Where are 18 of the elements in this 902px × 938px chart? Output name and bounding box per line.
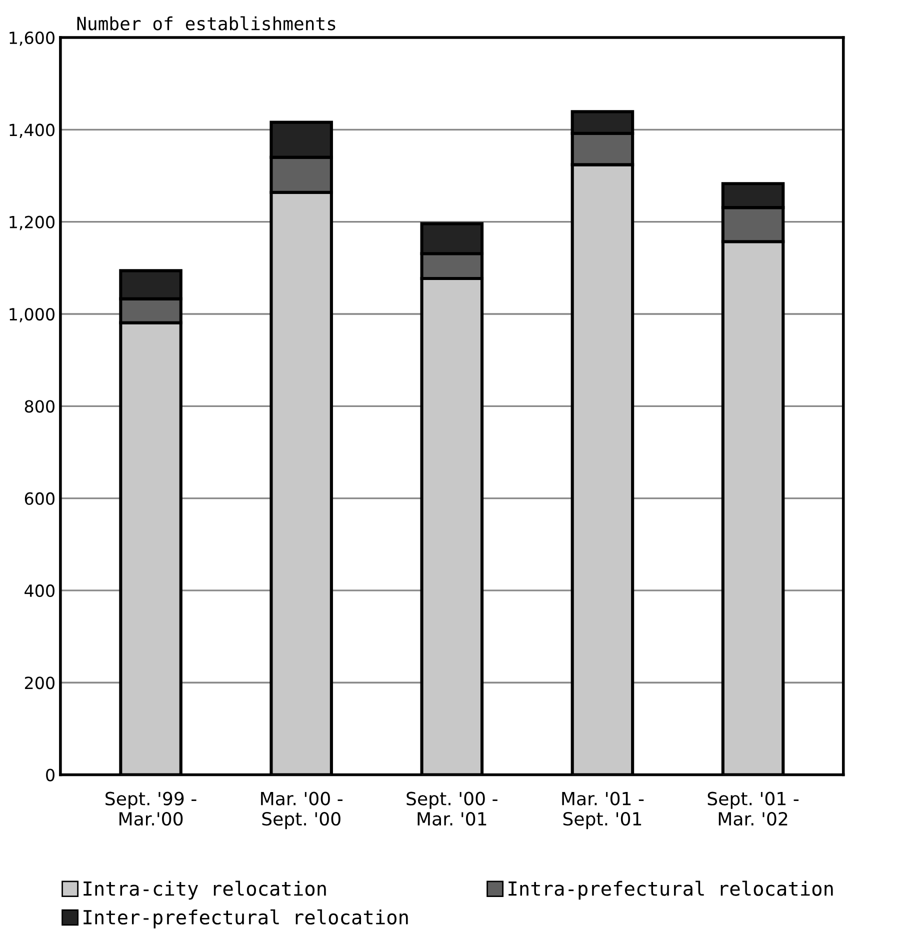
y-tick-label: 1,000 <box>10 308 54 322</box>
x-tick-label: Mar. '00 - Sept. '00 <box>261 792 343 830</box>
legend-label: Inter-prefectural relocation <box>84 909 408 928</box>
y-tick-label: 1,200 <box>10 216 54 230</box>
y-tick-label: 400 <box>24 584 54 598</box>
y-tick-label: 1,600 <box>10 31 54 46</box>
y-tick-label: 1,400 <box>10 124 54 138</box>
y-tick-label: 0 <box>46 768 54 782</box>
x-tick-label: Sept. '01 - Mar. '02 <box>708 792 799 826</box>
x-tick-label: Sept. '00 - Mar. '01 <box>406 792 498 826</box>
legend-label: Intra-prefectural relocation <box>508 880 833 900</box>
x-tick-label: Mar. '01 - Sept. '01 <box>562 792 644 830</box>
x-tick-label: Sept. '99 - Mar.'00 <box>106 792 196 826</box>
legend-label: Intra-city relocation <box>84 880 326 900</box>
y-tick-label: 600 <box>24 492 54 505</box>
y-tick-label: 800 <box>24 400 54 413</box>
y-axis-title: Number of establishments <box>77 16 336 30</box>
y-tick-label: 200 <box>24 676 54 690</box>
